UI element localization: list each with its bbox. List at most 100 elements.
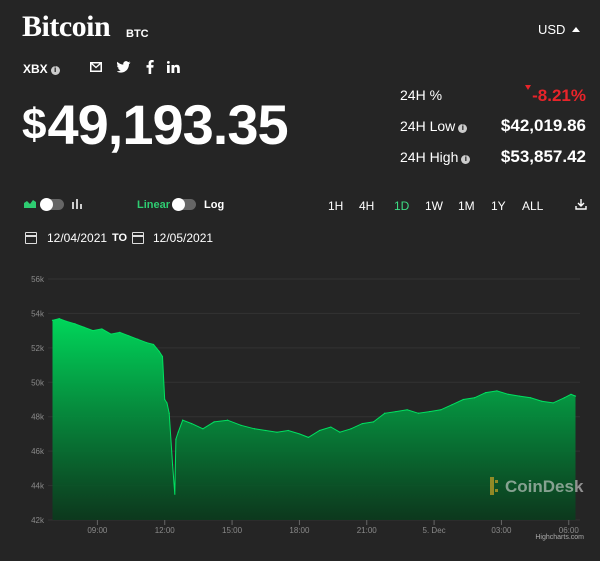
data-point bbox=[226, 419, 229, 421]
data-point bbox=[191, 423, 193, 425]
x-tick-label: 06:00 bbox=[559, 526, 580, 535]
data-point bbox=[563, 397, 565, 399]
data-point bbox=[417, 412, 419, 414]
data-point bbox=[253, 428, 256, 430]
date-from[interactable]: 12/04/2021 bbox=[47, 231, 108, 245]
data-point bbox=[83, 326, 85, 328]
timeframe-4h[interactable]: 4H bbox=[359, 199, 375, 213]
x-tick-label: 09:00 bbox=[87, 526, 108, 535]
data-point bbox=[119, 331, 121, 333]
data-point bbox=[240, 424, 242, 426]
data-point bbox=[177, 431, 179, 433]
area-chart-icon[interactable] bbox=[24, 198, 36, 209]
facebook-icon[interactable] bbox=[146, 60, 154, 74]
calendar-from-icon[interactable] bbox=[25, 232, 37, 244]
data-point bbox=[174, 493, 176, 495]
data-point bbox=[541, 400, 543, 402]
date-to-label: TO bbox=[112, 232, 128, 244]
log-scale-option[interactable]: Log bbox=[204, 199, 225, 211]
highcharts-credit[interactable]: Highcharts.com bbox=[535, 534, 584, 541]
data-point bbox=[51, 319, 54, 321]
high-info-icon[interactable]: i bbox=[461, 155, 471, 164]
timeframe-1y[interactable]: 1Y bbox=[491, 199, 506, 213]
data-point bbox=[287, 429, 289, 432]
caret-up-icon[interactable] bbox=[572, 27, 580, 32]
x-tick-label: 18:00 bbox=[289, 526, 310, 535]
data-point bbox=[507, 393, 509, 395]
x-tick-label: 15:00 bbox=[222, 526, 243, 535]
price-value: 49,193.35 bbox=[47, 93, 288, 156]
email-icon[interactable] bbox=[90, 62, 102, 72]
down-triangle-icon bbox=[525, 85, 531, 90]
date-to[interactable]: 12/05/2021 bbox=[153, 231, 214, 245]
high-label: 24H High i bbox=[400, 149, 471, 165]
timeframe-1w[interactable]: 1W bbox=[425, 199, 443, 213]
index-name: XBX bbox=[23, 62, 48, 76]
data-point bbox=[58, 317, 60, 320]
data-point bbox=[65, 320, 67, 322]
y-tick-label: 42k bbox=[31, 516, 45, 525]
pct-change-label: 24H % bbox=[400, 87, 443, 103]
currency-select[interactable]: USD bbox=[538, 22, 566, 37]
bar-chart-icon[interactable] bbox=[71, 198, 83, 209]
y-tick-label: 52k bbox=[31, 344, 45, 353]
linear-scale-option[interactable]: Linear bbox=[137, 199, 171, 211]
data-point bbox=[164, 398, 166, 401]
data-point bbox=[440, 409, 442, 411]
data-point bbox=[146, 342, 148, 344]
x-tick-label: 03:00 bbox=[491, 526, 512, 535]
twitter-icon[interactable] bbox=[117, 61, 131, 73]
data-point bbox=[92, 330, 94, 332]
high-value: $53,857.42 bbox=[500, 147, 586, 166]
pct-change-value: -8.21% bbox=[532, 86, 586, 105]
current-price: $49,193.35 bbox=[22, 92, 289, 157]
timeframe-1m[interactable]: 1M bbox=[458, 199, 475, 213]
x-tick-label: 12:00 bbox=[155, 526, 176, 535]
timeframe-1d[interactable]: 1D bbox=[394, 199, 410, 213]
data-point bbox=[213, 421, 215, 423]
data-point bbox=[485, 392, 487, 394]
data-point bbox=[395, 410, 397, 413]
coin-title: Bitcoin bbox=[22, 10, 111, 43]
low-value: $42,019.86 bbox=[500, 116, 586, 135]
data-point bbox=[202, 428, 204, 430]
data-point bbox=[265, 429, 267, 432]
data-point bbox=[175, 438, 177, 440]
download-icon[interactable] bbox=[575, 198, 587, 210]
x-tick-label: 21:00 bbox=[357, 526, 378, 535]
data-point bbox=[152, 343, 155, 346]
data-point bbox=[473, 397, 476, 399]
scale-toggle-knob bbox=[172, 198, 185, 211]
data-point bbox=[451, 404, 453, 406]
scale-toggle[interactable] bbox=[172, 198, 196, 211]
data-point bbox=[384, 412, 386, 414]
price-area bbox=[52, 318, 576, 520]
data-point bbox=[74, 323, 76, 325]
data-point bbox=[101, 328, 103, 330]
info-icon[interactable]: i bbox=[50, 66, 60, 75]
data-point bbox=[166, 402, 168, 404]
timeframe-all[interactable]: ALL bbox=[522, 199, 544, 213]
price-currency-symbol: $ bbox=[22, 100, 47, 149]
timeframe-1h[interactable]: 1H bbox=[328, 199, 344, 213]
chart-type-toggle-knob bbox=[40, 198, 53, 211]
data-point bbox=[168, 412, 170, 414]
chart-type-toggle[interactable] bbox=[40, 198, 64, 211]
data-point bbox=[161, 355, 164, 358]
y-tick-label: 44k bbox=[31, 482, 45, 491]
data-point bbox=[552, 402, 554, 404]
y-tick-label: 46k bbox=[31, 447, 45, 456]
linkedin-icon[interactable] bbox=[167, 61, 180, 73]
data-point bbox=[518, 395, 520, 397]
data-point bbox=[429, 410, 431, 413]
calendar-to-icon[interactable] bbox=[132, 232, 144, 244]
data-point bbox=[182, 419, 184, 421]
data-point bbox=[298, 433, 301, 435]
data-point bbox=[406, 409, 408, 411]
data-point bbox=[110, 333, 112, 335]
coindesk-watermark: CoinDesk bbox=[505, 477, 584, 496]
low-info-icon[interactable]: i bbox=[458, 124, 468, 133]
data-point bbox=[128, 335, 130, 337]
data-point bbox=[570, 393, 572, 395]
